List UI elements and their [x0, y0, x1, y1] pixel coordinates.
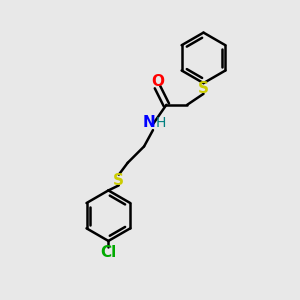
Text: Cl: Cl — [100, 245, 116, 260]
Text: S: S — [198, 81, 209, 96]
Text: H: H — [156, 116, 166, 130]
Text: N: N — [142, 115, 155, 130]
Text: S: S — [113, 172, 124, 188]
Text: O: O — [151, 74, 164, 89]
